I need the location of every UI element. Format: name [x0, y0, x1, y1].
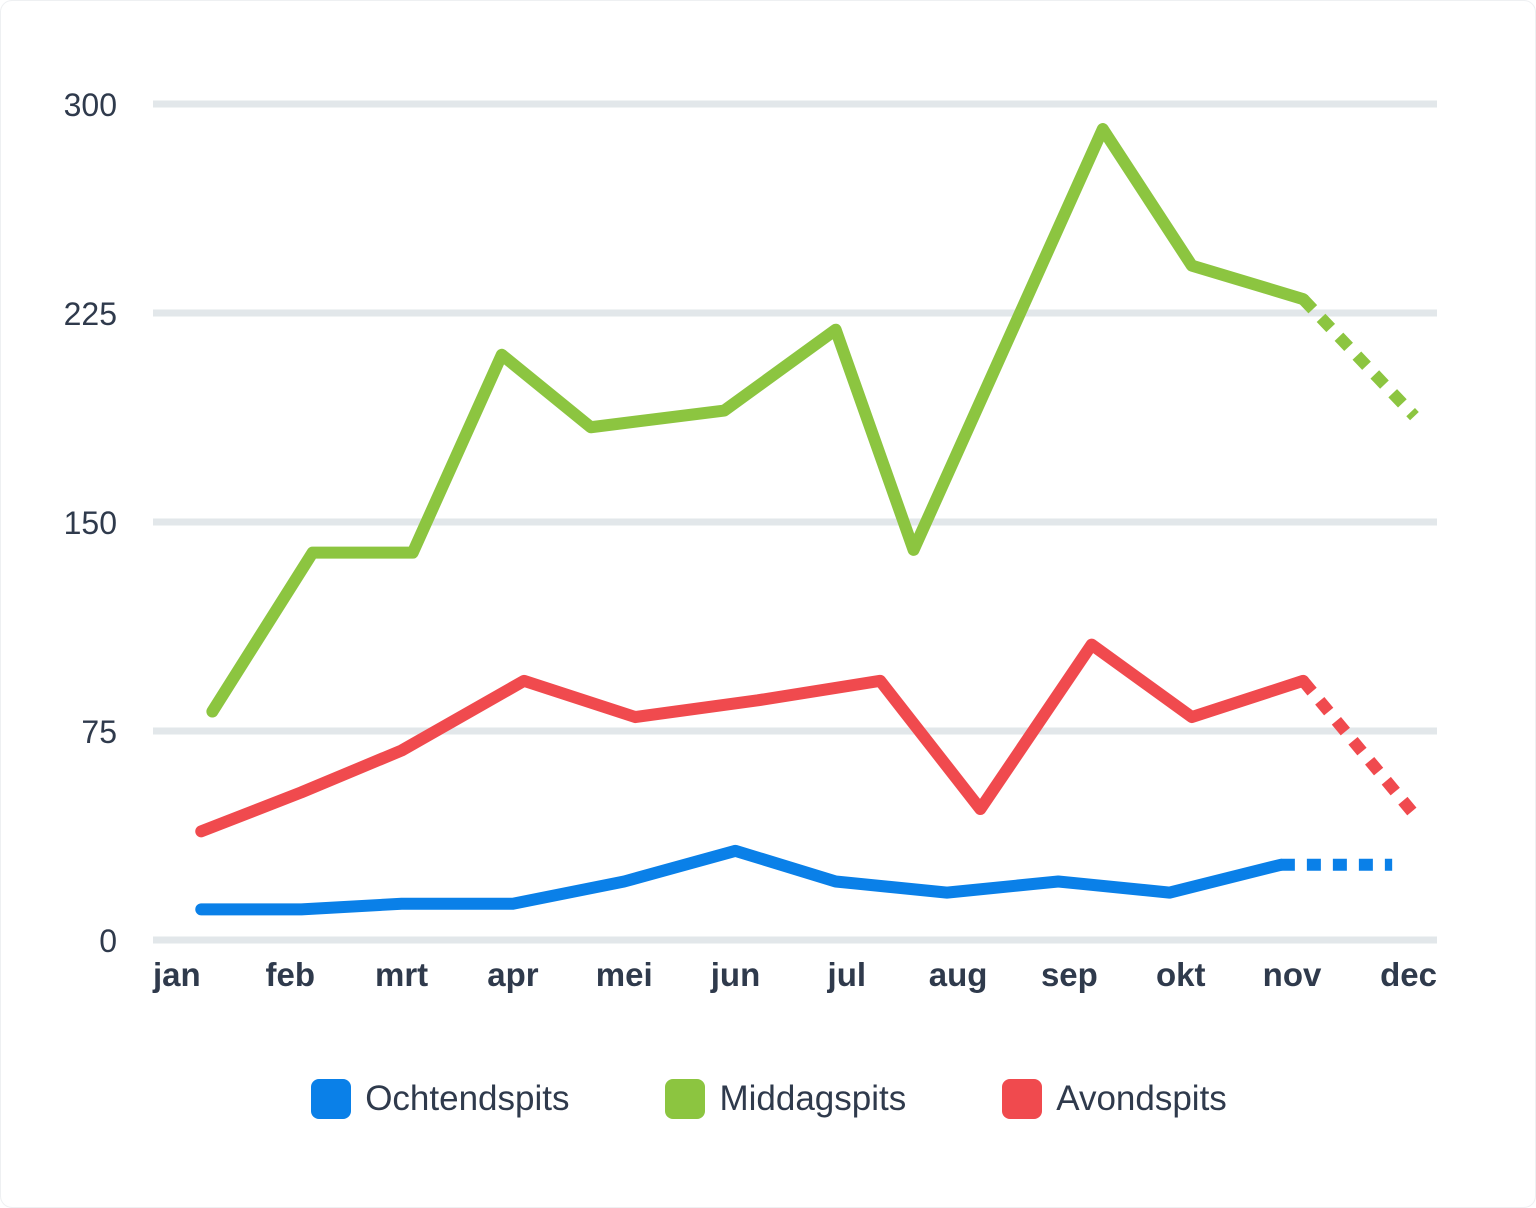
y-tick-label: 300: [64, 87, 117, 123]
x-axis-ticks: jan feb mrt apr mei jun jul aug sep okt nov dec: [152, 956, 1437, 993]
legend-item-avondspits[interactable]: Avondspits: [1002, 1079, 1227, 1119]
legend-swatch: [311, 1079, 352, 1119]
x-tick-label: mei: [596, 956, 653, 993]
x-tick-label: nov: [1263, 956, 1322, 993]
x-tick-label: mrt: [375, 956, 428, 993]
x-tick-label: jun: [710, 956, 760, 993]
series-forecast-avondspits: [1298, 677, 1420, 819]
x-tick-label: dec: [1380, 956, 1437, 993]
x-tick-label: okt: [1156, 956, 1206, 993]
x-tick-label: aug: [929, 956, 988, 993]
series-forecast-middagspits: [1298, 294, 1419, 421]
x-tick-label: sep: [1041, 956, 1098, 993]
y-tick-label: 225: [64, 296, 117, 332]
y-tick-label: 75: [81, 714, 117, 750]
legend-swatch: [1002, 1079, 1043, 1119]
legend-label: Avondspits: [1056, 1079, 1227, 1118]
y-tick-label: 0: [99, 923, 117, 959]
x-tick-label: jan: [152, 956, 201, 993]
x-tick-label: jul: [827, 956, 867, 993]
x-tick-label: apr: [487, 956, 539, 993]
y-tick-label: 150: [64, 505, 117, 541]
legend: Ochtendspits Middagspits Avondspits: [1, 1073, 1536, 1125]
series-line-ochtendspits: [195, 844, 1287, 916]
series-lines: [195, 123, 1420, 916]
gridlines: [153, 100, 1437, 944]
legend-label: Middagspits: [719, 1079, 907, 1118]
line-chart: 0 75 150 225 300 jan feb mrt apr mei jun jul aug sep…: [64, 87, 1437, 993]
legend-label: Ochtendspits: [365, 1079, 570, 1118]
series-line-middagspits: [206, 123, 1310, 718]
series-line-avondspits: [195, 638, 1310, 838]
legend-item-ochtendspits[interactable]: Ochtendspits: [311, 1079, 569, 1119]
legend-item-middagspits[interactable]: Middagspits: [665, 1079, 906, 1119]
y-axis-ticks: 0 75 150 225 300: [64, 87, 117, 959]
legend-swatch: [665, 1079, 706, 1119]
x-tick-label: feb: [266, 956, 316, 993]
